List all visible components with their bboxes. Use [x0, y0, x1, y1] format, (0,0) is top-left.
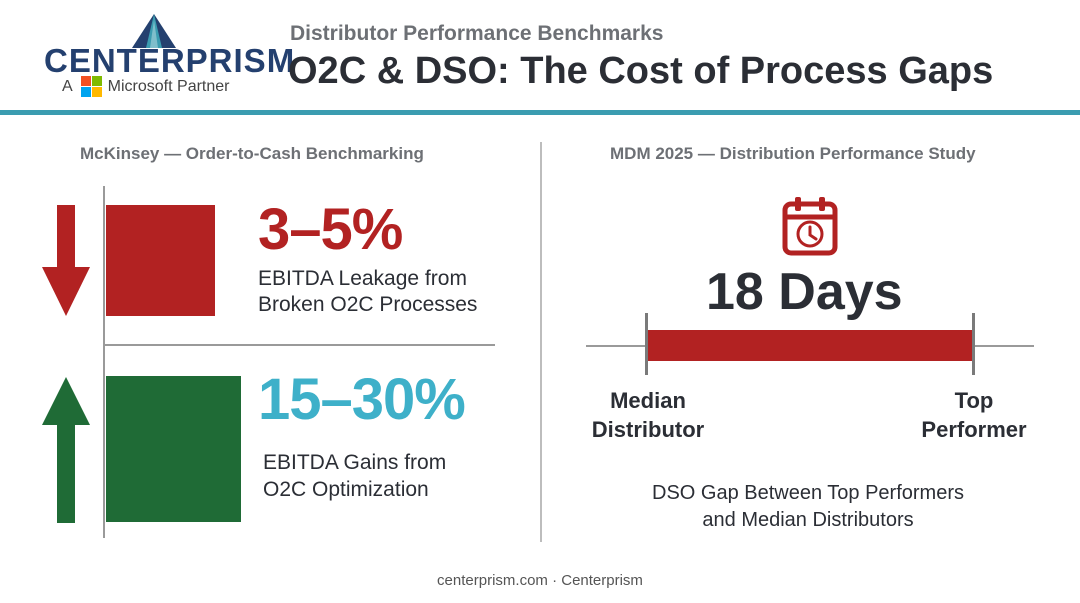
gains-box — [106, 376, 241, 522]
leakage-line-1: EBITDA Leakage from — [258, 267, 467, 290]
leakage-description: EBITDA Leakage from Broken O2C Processes — [258, 266, 477, 318]
partner-line: A Microsoft Partner — [62, 76, 229, 97]
arrow-down-icon — [42, 205, 90, 316]
top-label-line-2: Performer — [921, 417, 1027, 442]
median-label-line-2: Distributor — [591, 417, 705, 442]
footer-text: centerprism.com · Centerprism — [437, 572, 643, 589]
logo-wordmark: CENTERPRISM — [44, 42, 296, 79]
left-section-title: McKinsey — Order-to-Cash Benchmarking — [80, 144, 424, 163]
page-kicker: Distributor Performance Benchmarks — [290, 22, 664, 45]
dso-gap-bar — [648, 330, 972, 361]
dso-gap-value: 18 Days — [706, 263, 903, 321]
leakage-line-2: Broken O2C Processes — [258, 293, 478, 316]
leakage-box — [106, 205, 215, 316]
prism-peak-icon — [132, 14, 176, 48]
top-label-line-1: Top — [954, 388, 994, 413]
calendar-clock-icon — [782, 197, 838, 256]
header: CENTERPRISM A Microsoft Partner Distribu… — [0, 0, 1080, 110]
left-separator-line — [103, 344, 495, 346]
partner-text: Microsoft Partner — [107, 77, 230, 95]
top-performer-tick — [972, 313, 975, 375]
section-divider — [540, 142, 542, 542]
microsoft-logo-icon — [80, 76, 102, 97]
median-tick — [645, 313, 648, 375]
header-rule — [0, 110, 1080, 115]
gains-description: EBITDA Gains from O2C Optimization — [263, 449, 446, 503]
arrow-up-icon — [42, 377, 90, 523]
dso-gap-caption: DSO Gap Between Top Performers and Media… — [600, 480, 1016, 534]
median-label-line-1: Median — [610, 388, 686, 413]
page-title: O2C & DSO: The Cost of Process Gaps — [288, 50, 994, 92]
partner-prefix: A — [62, 77, 73, 95]
centerprism-logo: CENTERPRISM A Microsoft Partner — [40, 14, 294, 98]
gains-line-1: EBITDA Gains from — [263, 451, 447, 474]
top-performer-label: Top Performer — [912, 386, 1036, 444]
gains-line-2: O2C Optimization — [263, 478, 429, 501]
caption-line-2: and Median Distributors — [702, 509, 914, 531]
left-axis-line — [103, 186, 105, 538]
median-distributor-label: Median Distributor — [586, 386, 710, 444]
caption-line-1: DSO Gap Between Top Performers — [652, 482, 964, 504]
leakage-stat: 3–5% — [258, 197, 403, 262]
right-section-title: MDM 2025 — Distribution Performance Stud… — [610, 144, 976, 163]
gains-stat: 15–30% — [258, 367, 466, 432]
